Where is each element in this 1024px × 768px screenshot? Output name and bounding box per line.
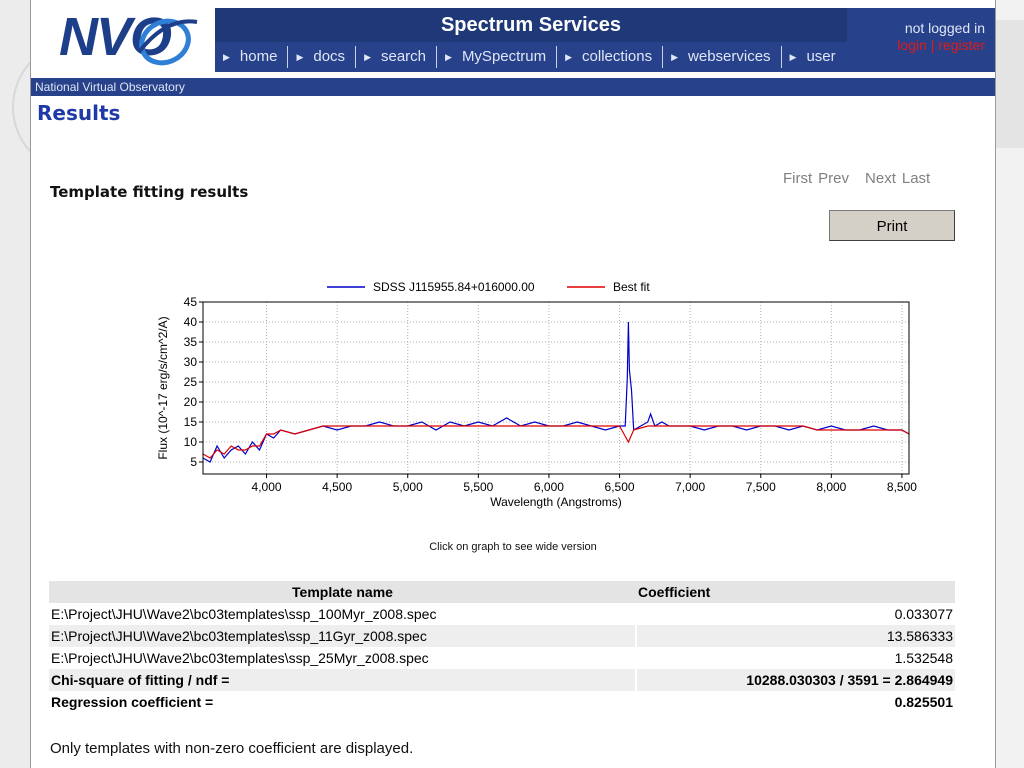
template-name-cell: E:\Project\JHU\Wave2\bc03templates\ssp_1… xyxy=(49,603,636,625)
table-header-row: Template name Coefficient xyxy=(49,581,955,603)
site-title: Spectrum Services xyxy=(215,8,847,42)
y-tick-label: 15 xyxy=(184,415,198,429)
register-link[interactable]: register xyxy=(938,37,985,53)
y-axis-label: Flux (10^-17 erg/s/cm^2/A) xyxy=(156,316,170,459)
spectrum-chart-svg[interactable]: 4,000 4,500 5,000 5,500 6,000 6,500 7,000 7,500… xyxy=(101,270,931,532)
legend-label: Best fit xyxy=(613,280,650,294)
chevron-right-icon: ▶ xyxy=(296,52,304,62)
stat-label-cell: Regression coefficient = xyxy=(49,691,636,713)
page: NVO National Virtual Observatory Spectru… xyxy=(30,0,996,768)
chevron-right-icon: ▶ xyxy=(445,52,452,62)
x-tick-label: 6,000 xyxy=(534,480,564,494)
site-header: NVO National Virtual Observatory Spectru… xyxy=(31,0,995,96)
browser-scroll-region xyxy=(995,20,1024,148)
legend-label: SDSS J115955.84+016000.00 xyxy=(373,280,535,294)
x-tick-label: 5,000 xyxy=(393,480,423,494)
x-tick-label: 8,000 xyxy=(816,480,846,494)
pager-last[interactable]: Last xyxy=(901,170,931,187)
section-title: Template fitting results xyxy=(50,183,249,201)
plot-frame xyxy=(202,301,910,475)
site-caption: National Virtual Observatory xyxy=(31,78,995,96)
y-tick-label: 10 xyxy=(184,435,198,449)
login-status: not logged in xyxy=(904,20,985,36)
nvo-logo[interactable]: NVO xyxy=(31,0,215,96)
stat-value-cell: 10288.030303 / 3591 = 2.864949 xyxy=(635,669,955,691)
nav-label: search xyxy=(380,48,427,65)
x-tick-label: 6,500 xyxy=(605,480,635,494)
x-tick-label: 8,500 xyxy=(887,480,917,494)
table-row: E:\Project\JHU\Wave2\bc03templates\ssp_1… xyxy=(49,625,955,647)
coefficient-cell: 1.532548 xyxy=(635,647,955,669)
nav-item-docs[interactable]: ▶ docs xyxy=(288,46,357,68)
table-row: E:\Project\JHU\Wave2\bc03templates\ssp_2… xyxy=(49,647,955,669)
x-tick-label: 7,000 xyxy=(675,480,705,494)
print-button[interactable]: Print xyxy=(829,210,955,241)
y-tick-label: 40 xyxy=(184,315,198,329)
pager-prev[interactable]: Prev xyxy=(818,170,850,187)
template-name-cell: E:\Project\JHU\Wave2\bc03templates\ssp_1… xyxy=(49,625,636,647)
logo-swoosh-icon xyxy=(137,18,198,66)
nav-label: MySpectrum xyxy=(461,48,547,65)
nav-label: collections xyxy=(582,48,653,65)
x-axis-label: Wavelength (Angstroms) xyxy=(490,495,622,509)
stat-label-cell: Chi-square of fitting / ndf = xyxy=(49,669,636,691)
column-header-template-name: Template name xyxy=(49,581,636,603)
login-links: login | register xyxy=(847,37,985,53)
nav-label: home xyxy=(239,48,278,65)
nav-label: docs xyxy=(313,48,346,65)
nav-item-collections[interactable]: ▶ collections xyxy=(557,46,664,68)
chart-note: Click on graph to see wide version xyxy=(429,541,597,553)
series-line-spectrum xyxy=(202,321,910,463)
y-tick-label: 20 xyxy=(184,395,198,409)
chevron-right-icon: ▶ xyxy=(671,52,679,62)
chevron-right-icon: ▶ xyxy=(364,52,371,62)
coefficient-cell: 13.586333 xyxy=(635,625,955,647)
coefficient-cell: 0.033077 xyxy=(635,603,955,625)
column-header-coefficient: Coefficient xyxy=(636,581,955,603)
pager-first[interactable]: First xyxy=(783,170,813,187)
chevron-right-icon: ▶ xyxy=(565,52,573,62)
x-tick-label: 4,000 xyxy=(252,480,282,494)
nav-item-home[interactable]: ▶ home xyxy=(215,46,289,68)
y-tick-label: 45 xyxy=(184,295,198,309)
nav-item-webservices[interactable]: ▶ webservices xyxy=(663,46,782,68)
page-title: Results xyxy=(37,101,121,125)
chi-square-row: Chi-square of fitting / ndf = 10288.0303… xyxy=(49,669,955,691)
table-row: E:\Project\JHU\Wave2\bc03templates\ssp_1… xyxy=(49,603,955,625)
template-name-cell: E:\Project\JHU\Wave2\bc03templates\ssp_2… xyxy=(49,647,636,669)
stat-value-cell: 0.825501 xyxy=(635,691,955,713)
y-tick-label: 35 xyxy=(184,335,198,349)
nav-item-myspectrum[interactable]: ▶ MySpectrum xyxy=(437,46,558,68)
nav-label: webservices xyxy=(688,48,771,65)
footer-note: Only templates with non-zero coefficient… xyxy=(50,740,414,757)
x-tick-label: 7,500 xyxy=(746,480,776,494)
x-tick-label: 4,500 xyxy=(322,480,352,494)
y-tick-label: 30 xyxy=(184,355,198,369)
nav-label: user xyxy=(806,48,836,65)
pager: First Prev Next Last xyxy=(783,170,930,187)
y-tick-label: 25 xyxy=(184,375,198,389)
series-line-best-fit xyxy=(202,425,910,459)
y-tick-label: 5 xyxy=(190,455,197,469)
pager-next[interactable]: Next xyxy=(865,170,896,187)
nav-item-user[interactable]: ▶ user xyxy=(782,46,846,68)
chevron-right-icon: ▶ xyxy=(223,52,230,62)
login-box: not logged in login | register xyxy=(847,8,995,72)
x-tick-label: 5,500 xyxy=(463,480,493,494)
chevron-right-icon: ▶ xyxy=(789,52,797,62)
results-table: Template name Coefficient E:\Project\JHU… xyxy=(49,581,955,713)
regression-row: Regression coefficient = 0.825501 xyxy=(49,691,955,713)
login-link[interactable]: login xyxy=(897,37,927,53)
spectrum-chart[interactable]: 4,000 4,500 5,000 5,500 6,000 6,500 7,000 7,500… xyxy=(101,270,931,532)
main-nav: ▶ home ▶ docs ▶ search ▶ MySpectrum ▶ co… xyxy=(215,42,847,72)
nav-item-search[interactable]: ▶ search xyxy=(356,46,438,68)
login-separator: | xyxy=(930,37,935,53)
